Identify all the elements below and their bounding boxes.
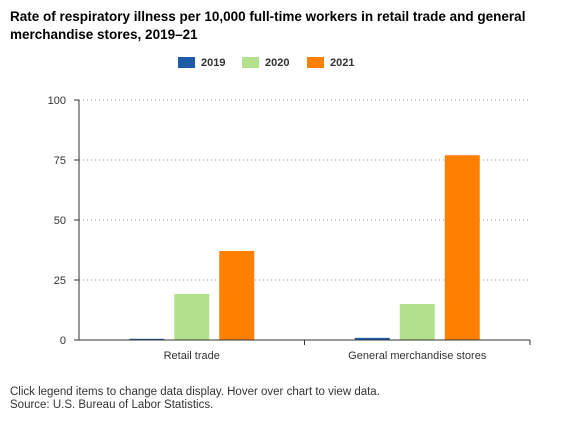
y-axis-ticks: 0 25 50 75 100 [48, 95, 79, 347]
y-tick-label: 0 [60, 335, 66, 347]
bar-2019-retail-trade[interactable]: Retail trade, 2019: 0.5 [129, 338, 165, 340]
bar-2020-general-merchandise-stores[interactable]: General merchandise stores, 2020: 15 [399, 304, 435, 340]
legend-swatch-2021 [307, 57, 324, 68]
chart-title: Rate of respiratory illness per 10,000 f… [10, 9, 526, 42]
legend-swatch-2020 [242, 57, 259, 68]
legend-label-2021: 2021 [330, 57, 355, 69]
bar-2021-general-merchandise-stores[interactable]: General merchandise stores, 2021: 77 [444, 155, 480, 340]
x-tick-label: Retail trade [164, 350, 220, 362]
y-tick-label: 50 [54, 215, 66, 227]
legend-label-2019: 2019 [201, 57, 226, 69]
legend-label-2020: 2020 [265, 57, 290, 69]
y-tick-label: 25 [54, 275, 66, 287]
bar-2020-retail-trade[interactable]: Retail trade, 2020: 19.2 [174, 293, 210, 340]
y-tick-label: 100 [48, 95, 66, 107]
x-tick-label: General merchandise stores [348, 350, 487, 362]
footer: Click legend items to change data displa… [10, 386, 380, 412]
bars[interactable]: Retail trade, 2019: 0.5 Retail trade, 202… [129, 155, 480, 340]
footer-source: Source: U.S. Bureau of Labor Statistics. [10, 399, 214, 411]
bar-2021-retail-trade[interactable]: Retail trade, 2021: 37.1 [219, 250, 255, 340]
y-tick-label: 75 [54, 155, 66, 167]
legend: 2019 2020 2021 [0, 55, 580, 71]
footer-note: Click legend items to change data displa… [10, 386, 380, 398]
x-axis-ticks: Retail trade General merchandise stores [164, 340, 531, 362]
bar-2019-general-merchandise-stores[interactable]: General merchandise stores, 2019: 0.9 [354, 337, 390, 340]
legend-swatch-2019 [178, 57, 195, 68]
